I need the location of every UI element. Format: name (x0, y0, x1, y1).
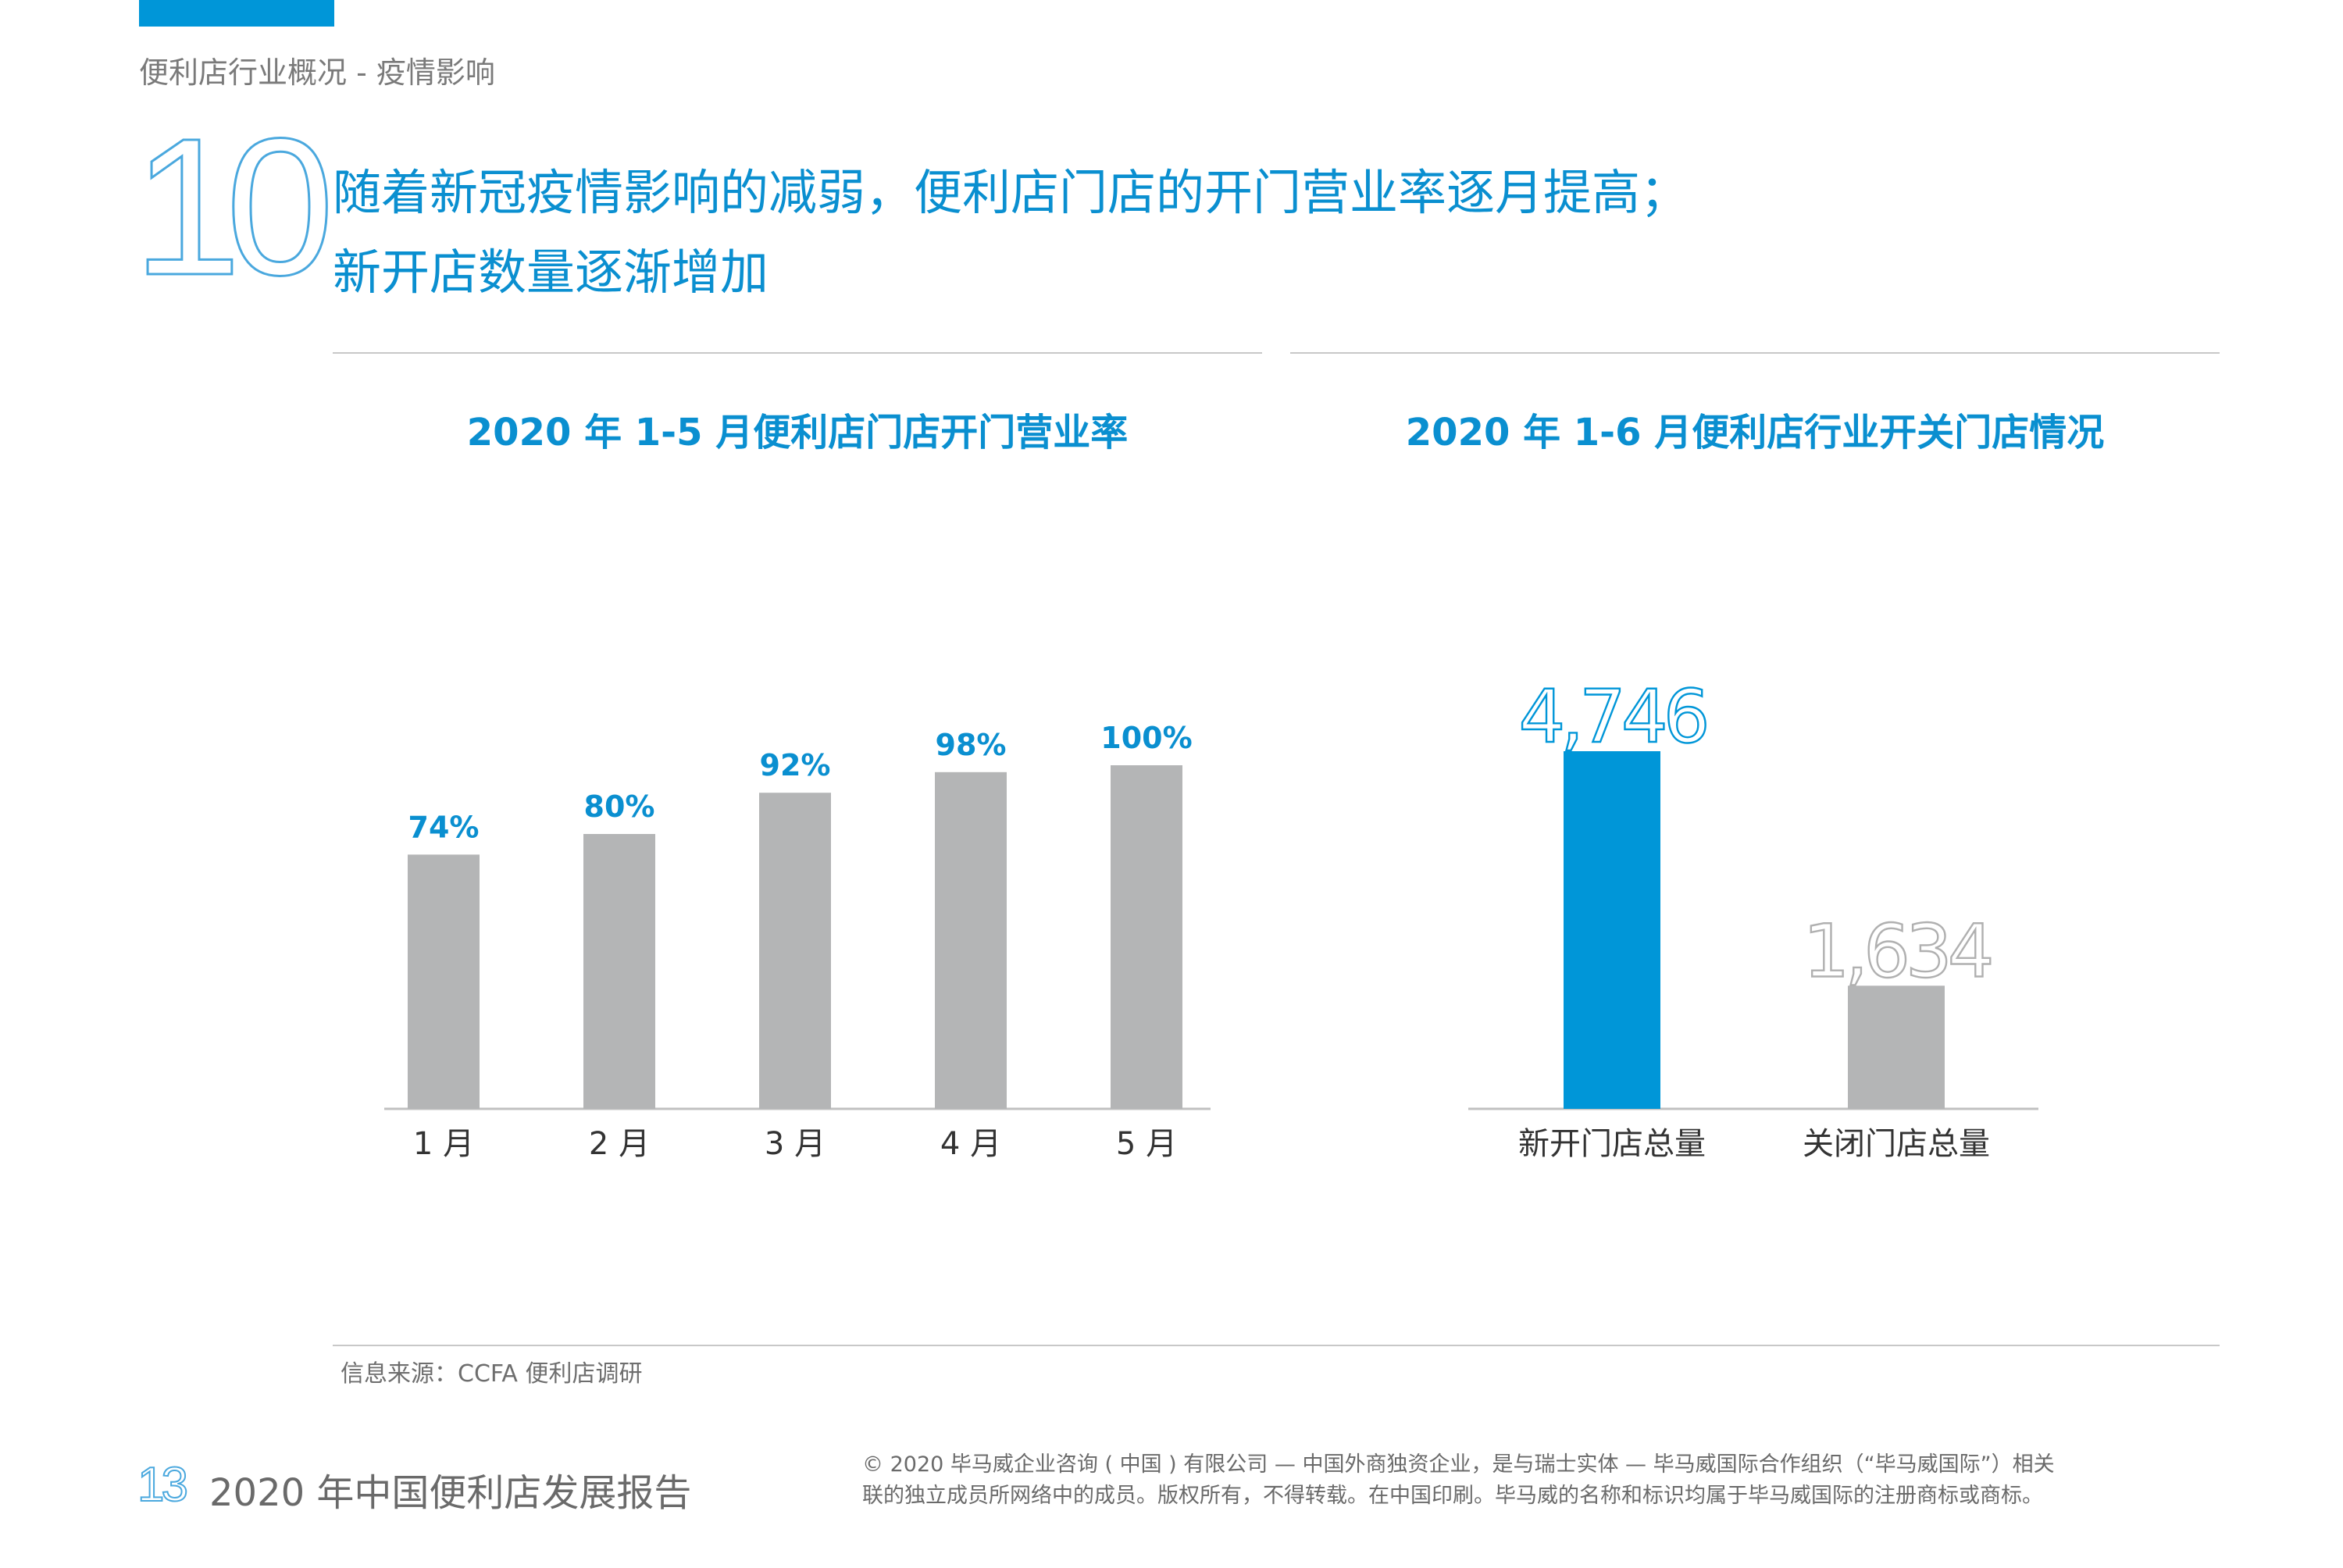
headline-line-2: 新开店数量逐渐增加 (333, 244, 769, 301)
chart-1-title: 2020 年 1-5 月便利店门店开门营业率 (466, 411, 1129, 454)
chart-1-opening-rate: 74% 1 月 80% 2 月 92% 3 月 98% 4 月 100% 5 月 (384, 721, 1211, 1162)
bar-1 (408, 854, 480, 1109)
bar-3 (759, 793, 831, 1109)
divider-right (1290, 352, 2220, 354)
headline-line-1: 随着新冠疫情影响的减弱，便利店门店的开门营业率逐月提高； (333, 164, 1689, 221)
value-label-5: 100% (1100, 721, 1192, 755)
value-label-4: 98% (936, 728, 1007, 762)
value-label-1: 74% (408, 810, 480, 844)
category-label-4: 4 月 (940, 1126, 1001, 1162)
chart-2-title: 2020 年 1-6 月便利店行业开关门店情况 (1405, 411, 2105, 454)
divider-bottom (333, 1345, 2220, 1346)
page-number: 13 (137, 1457, 189, 1513)
value-label-2: 1,634 (1803, 909, 1990, 994)
bar-2 (583, 834, 655, 1109)
bar-2 (1848, 985, 1945, 1109)
section-number: 10 (131, 98, 335, 315)
chart-2-store-open-close: 4,746 新开门店总量 1,634 关闭门店总量 (1468, 674, 2038, 1162)
value-label-1: 4,746 (1518, 675, 1705, 760)
bar-5 (1111, 765, 1182, 1109)
copyright-line-1: © 2020 毕马威企业咨询 ( 中国 ) 有限公司 — 中国外商独资企业，是与… (862, 1452, 2055, 1477)
copyright-notice: © 2020 毕马威企业咨询 ( 中国 ) 有限公司 — 中国外商独资企业，是与… (862, 1449, 2221, 1512)
bar-4 (935, 772, 1007, 1109)
category-label-3: 3 月 (765, 1126, 826, 1162)
report-title: 2020 年中国便利店发展报告 (209, 1471, 692, 1515)
headline: 随着新冠疫情影响的减弱，便利店门店的开门营业率逐月提高； 新开店数量逐渐增加 (333, 153, 1689, 312)
copyright-line-2: 联的独立成员所网络中的成员。版权所有，不得转载。在中国印刷。毕马威的名称和标识均… (862, 1484, 2043, 1508)
source-note: 信息来源：CCFA 便利店调研 (341, 1360, 643, 1388)
bar-1 (1564, 751, 1660, 1109)
section-label: 便利店行业概况 - 疫情影响 (139, 55, 495, 90)
category-label-2: 关闭门店总量 (1803, 1126, 1990, 1162)
category-label-5: 5 月 (1116, 1126, 1177, 1162)
accent-bar (139, 0, 334, 27)
category-label-1: 新开门店总量 (1518, 1126, 1706, 1162)
category-label-2: 2 月 (589, 1126, 650, 1162)
category-label-1: 1 月 (413, 1126, 474, 1162)
value-label-2: 80% (584, 789, 655, 824)
divider-left (333, 352, 1262, 354)
value-label-3: 92% (760, 748, 831, 782)
